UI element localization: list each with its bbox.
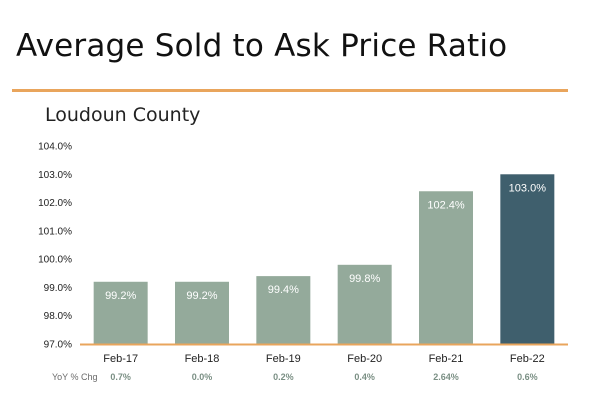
yoy-value: 0.4% xyxy=(354,372,375,382)
chart-title: Loudoun County xyxy=(45,104,201,126)
y-tick-label: 98.0% xyxy=(44,311,72,322)
yoy-value: 0.0% xyxy=(192,372,213,382)
page-title: Average Sold to Ask Price Ratio xyxy=(16,28,508,64)
y-tick-label: 103.0% xyxy=(38,170,72,181)
bar-data-label: 102.4% xyxy=(427,199,465,211)
y-tick-label: 104.0% xyxy=(38,142,72,153)
y-tick-label: 99.0% xyxy=(44,283,72,294)
yoy-row: YoY % Chg 0.7% 0.0% 0.2% 0.4% 2.64% 0.6% xyxy=(52,372,538,382)
bars: 99.2% 99.2% 99.4% 99.8% 102.4% 103.0% xyxy=(93,174,555,344)
y-tick-label: 102.0% xyxy=(38,198,72,209)
y-axis: 97.0% 98.0% 99.0% 100.0% 101.0% 102.0% 103.0% 1… xyxy=(38,142,72,351)
x-tick-label: Feb-19 xyxy=(266,353,301,365)
yoy-value: 0.7% xyxy=(110,372,131,382)
title-divider xyxy=(12,89,568,92)
bar-data-label: 103.0% xyxy=(509,182,547,194)
x-tick-label: Feb-17 xyxy=(103,353,138,365)
bar xyxy=(337,264,392,344)
bar-data-label: 99.2% xyxy=(186,290,217,302)
y-tick-label: 100.0% xyxy=(38,255,72,266)
yoy-value: 2.64% xyxy=(433,372,459,382)
bar xyxy=(419,191,473,344)
x-tick-label: Feb-21 xyxy=(429,353,464,365)
yoy-value: 0.6% xyxy=(517,372,538,382)
y-tick-label: 97.0% xyxy=(44,340,72,351)
x-axis: Feb-17 Feb-18 Feb-19 Feb-20 Feb-21 Feb-22 xyxy=(103,353,545,365)
x-tick-label: Feb-22 xyxy=(510,353,545,365)
bar xyxy=(500,174,555,344)
bar-data-label: 99.2% xyxy=(105,290,136,302)
bar xyxy=(175,281,229,344)
yoy-value: 0.2% xyxy=(273,372,294,382)
bar-data-label: 99.4% xyxy=(268,284,299,296)
bar-data-label: 99.8% xyxy=(349,273,380,285)
x-tick-label: Feb-18 xyxy=(185,353,220,365)
bar xyxy=(256,276,311,344)
y-tick-label: 101.0% xyxy=(38,226,72,237)
yoy-label: YoY % Chg xyxy=(52,372,98,382)
x-tick-label: Feb-20 xyxy=(347,353,382,365)
bar xyxy=(93,281,148,344)
